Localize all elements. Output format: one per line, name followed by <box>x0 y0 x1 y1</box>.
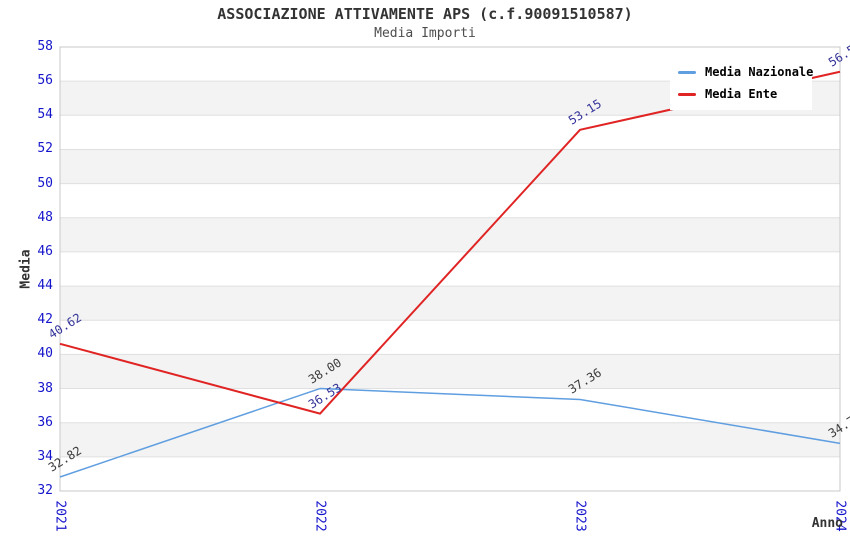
y-tick-label: 48 <box>37 209 53 225</box>
y-tick-label: 34 <box>37 448 53 464</box>
plot-band <box>60 320 840 355</box>
legend-line-swatch-ente <box>678 92 696 96</box>
y-tick-label: 50 <box>37 175 53 191</box>
y-tick-label: 44 <box>37 278 53 294</box>
legend-label-nazionale: Media Nazionale <box>705 65 814 79</box>
chart-title: ASSOCIAZIONE ATTIVAMENTE APS (c.f.900915… <box>217 5 633 23</box>
plot-band <box>60 354 840 389</box>
plot-border <box>59 46 841 492</box>
chart-subtitle: Media Importi <box>374 26 476 41</box>
y-tick-label: 58 <box>37 39 53 54</box>
plot-band <box>60 251 840 287</box>
y-tick-label: 54 <box>37 107 53 123</box>
x-tick-label: 2021 <box>52 500 68 532</box>
y-tick-label: 36 <box>37 414 53 430</box>
plot-band <box>60 115 840 150</box>
plot-band <box>60 286 840 321</box>
y-tick-label: 32 <box>37 483 53 498</box>
legend-label-ente: Media Ente <box>705 87 778 101</box>
x-tick-label: 2023 <box>572 500 588 532</box>
plot-band <box>60 217 840 252</box>
y-tick-label: 56 <box>37 73 53 89</box>
y-tick-label: 40 <box>37 346 53 362</box>
plot-band <box>60 456 840 491</box>
plot-band <box>60 149 840 184</box>
y-tick-label: 38 <box>37 380 53 396</box>
legend-item-media-ente: Media Ente <box>678 83 812 105</box>
series-line-media-nazionale <box>59 387 841 478</box>
x-axis-title: Anno <box>811 516 843 531</box>
plot-band <box>60 422 840 457</box>
legend: Media Nazionale Media Ente <box>670 56 814 110</box>
x-tick-label: 2022 <box>312 500 328 532</box>
plot-band <box>60 183 840 218</box>
y-axis-title: Media <box>18 249 34 289</box>
y-tick-label: 46 <box>37 243 53 259</box>
legend-item-media-nazionale: Media Nazionale <box>678 61 814 83</box>
legend-line-swatch-nazionale <box>678 70 696 74</box>
y-tick-label: 52 <box>37 141 53 157</box>
y-tick-label: 42 <box>37 312 53 328</box>
